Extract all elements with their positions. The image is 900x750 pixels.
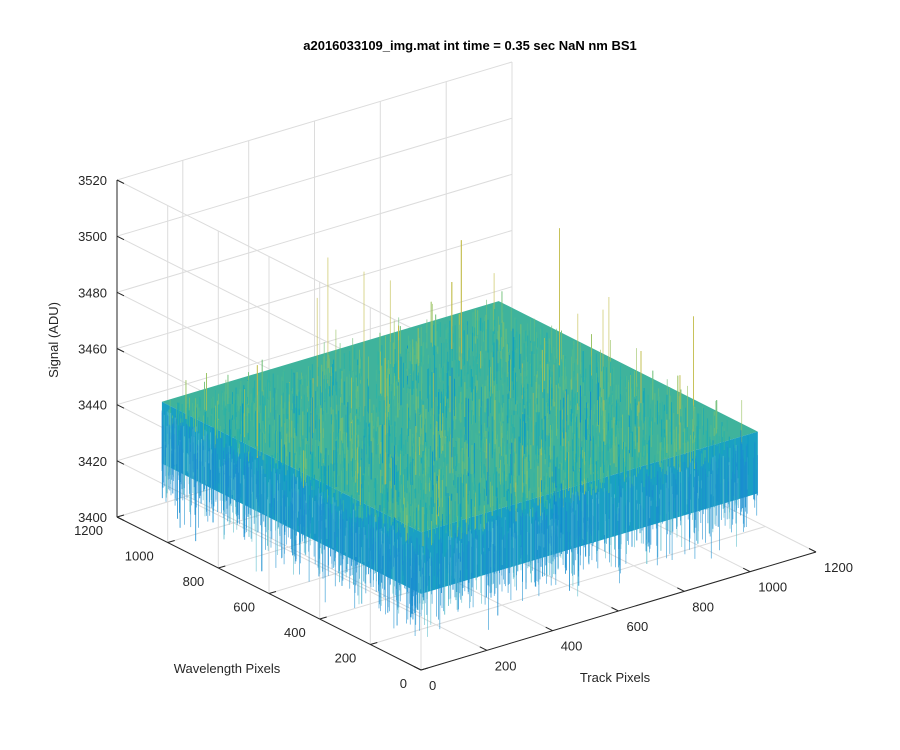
surface-plot xyxy=(161,228,758,637)
back-wall-grid-line xyxy=(116,61,513,181)
back-wall-grid-line xyxy=(116,230,513,349)
left-wall-grid-line xyxy=(116,460,422,615)
floor-grid-line xyxy=(370,526,766,645)
back-wall-grid-line xyxy=(116,173,513,293)
back-wall-grid-line xyxy=(116,117,513,237)
left-wall-grid-line xyxy=(116,179,422,334)
back-wall-grid-line xyxy=(116,286,513,406)
